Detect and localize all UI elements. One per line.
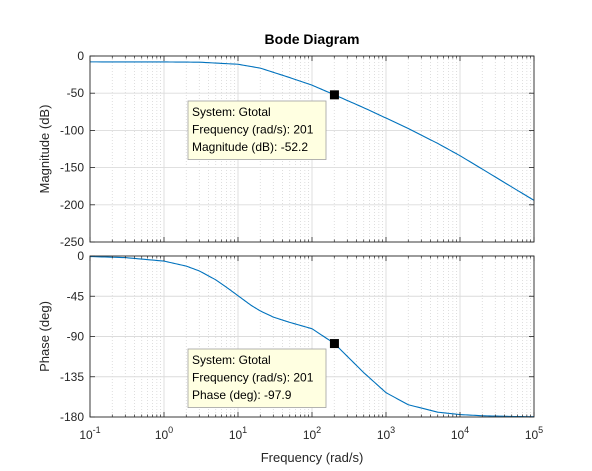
x-tick-exponent: 0 — [168, 425, 173, 435]
magnitude-y-tick-label: -150 — [60, 161, 84, 175]
x-tick-label: 104 — [451, 425, 469, 442]
axes-layer — [89, 55, 535, 418]
magnitude-y-axis-label: Magnitude (dB) — [37, 105, 52, 194]
x-tick-label: 102 — [303, 425, 321, 442]
phase-y-tick-label: -45 — [67, 289, 85, 303]
magnitude-datatip-line: System: Gtotal — [192, 105, 271, 119]
phase-series-line — [90, 256, 534, 417]
phase-y-axis-label: Phase (deg) — [37, 301, 52, 372]
x-tick-label: 105 — [525, 425, 543, 442]
magnitude-y-tick-label: 0 — [77, 49, 84, 63]
phase-datatip-line: System: Gtotal — [192, 353, 271, 367]
magnitude-datatip-line: Frequency (rad/s): 201 — [192, 123, 314, 137]
magnitude-series-line — [90, 61, 534, 201]
x-tick-label: 10-1 — [79, 425, 100, 442]
label-layer: Bode Diagram0-50-100-150-200-250Magnitud… — [37, 31, 543, 465]
x-tick-base: 10 — [451, 428, 465, 442]
series-layer — [90, 61, 534, 417]
chart-title: Bode Diagram — [265, 31, 360, 47]
phase-y-tick-label: -180 — [60, 410, 84, 424]
datatip-layer: System: Gtotal Frequency (rad/s): 201 Magn… — [187, 90, 339, 408]
phase-y-tick-label: 0 — [77, 249, 84, 263]
phase-y-tick-label: -90 — [67, 330, 85, 344]
x-tick-base: 10 — [155, 428, 169, 442]
x-tick-exponent: 4 — [464, 425, 469, 435]
phase-y-tick-label: -135 — [60, 370, 84, 384]
x-tick-exponent: -1 — [93, 425, 101, 435]
phase-datatip-line: Frequency (rad/s): 201 — [192, 371, 314, 385]
grid-layer — [89, 55, 535, 418]
magnitude-y-tick-label: -200 — [60, 198, 84, 212]
magnitude-y-tick-label: -50 — [67, 86, 85, 100]
phase-datatip-marker — [329, 339, 339, 349]
x-tick-label: 101 — [229, 425, 247, 442]
magnitude-datatip-line: Magnitude (dB): -52.2 — [192, 140, 308, 154]
x-tick-exponent: 1 — [242, 425, 247, 435]
phase-datatip-line: Phase (deg): -97.9 — [192, 388, 292, 402]
x-tick-exponent: 5 — [538, 425, 543, 435]
magnitude-y-tick-label: -250 — [60, 235, 84, 249]
magnitude-axes-box — [89, 55, 535, 243]
magnitude-datatip-box — [187, 100, 327, 160]
x-axis-label: Frequency (rad/s) — [261, 450, 364, 465]
x-tick-base: 10 — [525, 428, 539, 442]
x-tick-base: 10 — [229, 428, 243, 442]
x-tick-exponent: 3 — [390, 425, 395, 435]
x-tick-label: 100 — [155, 425, 173, 442]
x-tick-label: 103 — [377, 425, 395, 442]
x-tick-base: 10 — [79, 428, 93, 442]
phase-datatip-box — [187, 348, 327, 408]
phase-axes-box — [89, 255, 535, 418]
x-tick-exponent: 2 — [316, 425, 321, 435]
magnitude-y-tick-label: -100 — [60, 123, 84, 137]
x-tick-base: 10 — [377, 428, 391, 442]
x-tick-base: 10 — [303, 428, 317, 442]
magnitude-datatip-marker — [329, 90, 339, 100]
